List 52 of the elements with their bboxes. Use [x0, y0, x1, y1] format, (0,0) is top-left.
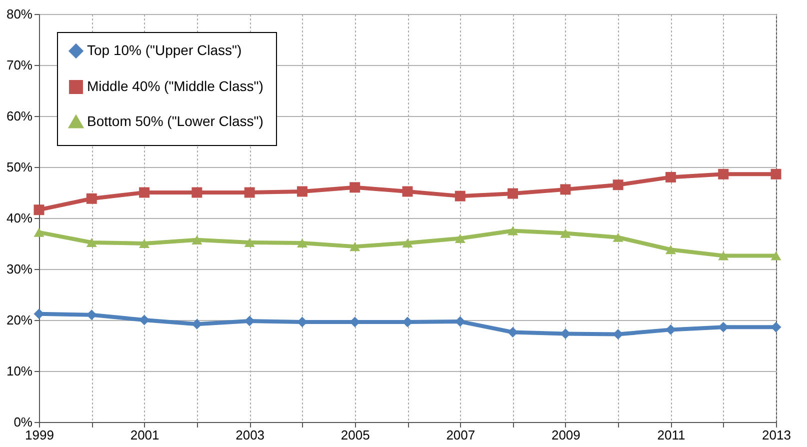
point [34, 204, 44, 216]
point [192, 318, 202, 330]
point [665, 245, 676, 254]
y-tick-label: 0% [14, 414, 33, 430]
point [86, 193, 97, 204]
x-tick-label: 2009 [551, 428, 580, 442]
y-tick-label: 40% [6, 210, 33, 226]
point [244, 316, 255, 326]
y-tick-label: 20% [6, 312, 33, 328]
point [718, 251, 729, 260]
point [718, 168, 729, 180]
point [139, 187, 150, 198]
x-tick-label: 2003 [236, 428, 265, 442]
legend-label: Middle 40% ("Middle Class") [87, 78, 264, 94]
point [665, 172, 676, 182]
point [296, 238, 308, 248]
point [770, 251, 782, 260]
legend-label: Bottom 50% ("Lower Class") [87, 113, 264, 129]
point [612, 232, 624, 242]
x-tick-label: 2005 [340, 428, 370, 442]
x-tick-label: 2013 [762, 428, 791, 442]
point [454, 190, 466, 202]
point [350, 182, 360, 193]
point [770, 168, 782, 180]
point [402, 186, 413, 197]
point [402, 238, 413, 248]
x-tick-label: 1999 [25, 428, 54, 442]
point [612, 180, 624, 190]
point [139, 238, 150, 248]
x-tick-label: 2007 [446, 428, 476, 442]
x-tick-label: 2001 [130, 428, 160, 442]
point [350, 242, 360, 252]
point [454, 234, 466, 243]
point [34, 228, 44, 237]
legend-label: Top 10% ("Upper Class") [87, 42, 242, 58]
point [192, 235, 202, 244]
point [296, 186, 308, 197]
point [560, 184, 571, 195]
y-tick-label: 10% [6, 364, 33, 378]
point [192, 187, 202, 198]
y-tick-label: 80% [6, 6, 33, 22]
y-tick-label: 50% [6, 160, 33, 174]
point [86, 238, 97, 248]
point [244, 187, 255, 198]
y-tick-label: 60% [6, 108, 33, 124]
point [244, 238, 255, 248]
point [508, 226, 518, 236]
y-tick-label: 70% [6, 58, 33, 72]
point [560, 228, 571, 238]
point [508, 188, 518, 199]
x-tick-label: 2011 [657, 428, 686, 442]
y-tick-label: 30% [6, 262, 33, 276]
